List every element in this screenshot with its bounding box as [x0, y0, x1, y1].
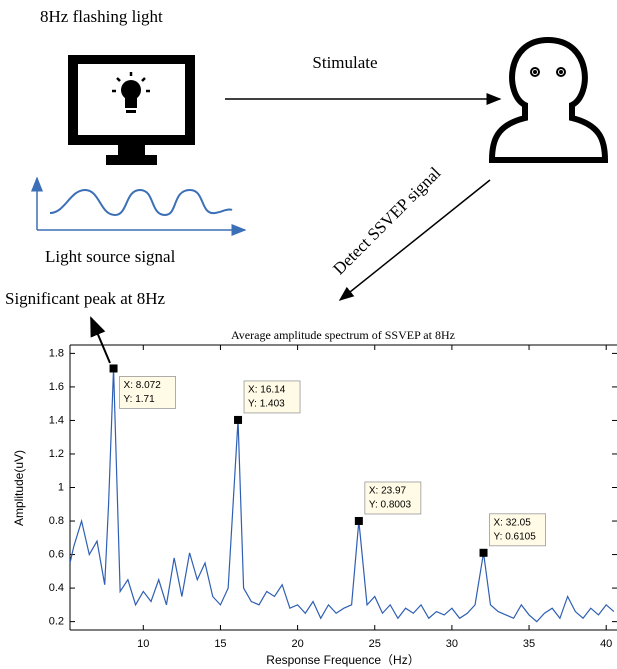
- datatip-y: Y: 1.403: [248, 399, 285, 410]
- peak-label: Significant peak at 8Hz: [5, 289, 165, 308]
- person-icon: [488, 36, 609, 163]
- datatip-marker: [354, 516, 363, 525]
- datatip-box: [489, 513, 546, 547]
- chart-title: Average amplitude spectrum of SSVEP at 8…: [231, 328, 455, 342]
- monitor-icon: [68, 55, 195, 165]
- detect-label: Detect SSVEP signal: [329, 163, 444, 278]
- x-tick-label: 35: [523, 638, 535, 650]
- y-tick-label: 1: [58, 481, 64, 493]
- datatip-box: [243, 380, 301, 414]
- y-tick-label: 0.4: [49, 582, 64, 594]
- datatip-y: Y: 0.6105: [494, 531, 537, 542]
- x-tick-label: 25: [369, 638, 381, 650]
- datatip-marker: [109, 364, 118, 373]
- datatip-box: [119, 376, 176, 409]
- datatip-y: Y: 1.71: [124, 394, 156, 405]
- y-tick-label: 0.8: [49, 515, 64, 527]
- datatip-x: X: 32.05: [494, 517, 532, 528]
- signal-label: Light source signal: [45, 247, 176, 266]
- x-tick-label: 40: [600, 638, 612, 650]
- y-tick-label: 0.6: [49, 548, 64, 560]
- y-tick-label: 1.4: [49, 414, 64, 426]
- y-tick-label: 0.2: [49, 616, 64, 628]
- datatip-marker: [234, 415, 243, 424]
- chart: 0.2 0.4 0.6 0.8 1 1.2 1.4 1.6 1.8 10 15 20 25 30 35 40 X…: [49, 344, 617, 650]
- detect-arrow: [338, 179, 491, 301]
- y-axis-label: Amplitude(uV): [12, 450, 26, 526]
- source-label: 8Hz flashing light: [40, 7, 163, 26]
- signal-icon: [31, 176, 247, 236]
- data-line: [70, 368, 615, 623]
- stimulate-label: Stimulate: [312, 53, 377, 72]
- datatip-x: X: 23.97: [369, 486, 407, 497]
- peak-arrow: [90, 316, 111, 364]
- y-tick-label: 1.6: [49, 381, 64, 393]
- x-tick-label: 30: [446, 638, 458, 650]
- datatip-box: [364, 481, 422, 515]
- x-tick-label: 15: [214, 638, 226, 650]
- x-axis-label: Response Frequence（Hz）: [266, 653, 419, 667]
- datatip-marker: [479, 548, 488, 557]
- y-tick-label: 1.2: [49, 448, 64, 460]
- x-tick-label: 20: [291, 638, 303, 650]
- datatip-y: Y: 0.8003: [369, 500, 412, 511]
- y-tick-label: 1.8: [49, 347, 64, 359]
- x-tick-label: 10: [137, 638, 149, 650]
- datatip-x: X: 8.072: [124, 380, 162, 391]
- datatip-x: X: 16.14: [248, 385, 286, 396]
